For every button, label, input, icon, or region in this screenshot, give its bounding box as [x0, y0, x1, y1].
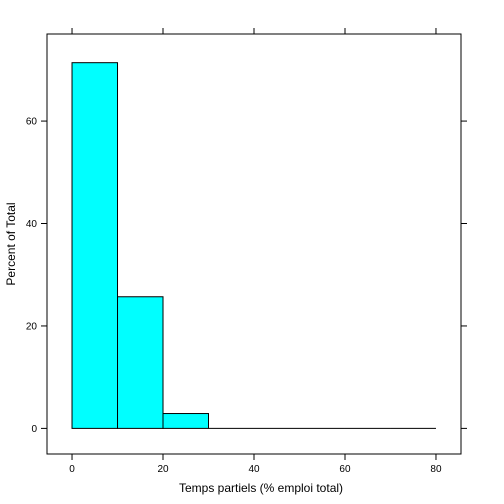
- y-axis-title: Percent of Total: [4, 202, 18, 285]
- y-tick-label: 60: [26, 117, 38, 128]
- histogram-bar-2: [162, 413, 210, 429]
- x-tick-label: 20: [157, 464, 169, 475]
- y-tick-label: 0: [31, 424, 37, 435]
- x-tick-label: 80: [430, 464, 442, 475]
- histogram-bar-1: [117, 296, 164, 429]
- histogram-bar-0: [71, 62, 119, 429]
- x-axis-title: Temps partiels (% emploi total): [179, 481, 343, 495]
- x-tick-label: 40: [248, 464, 260, 475]
- ticks-group: 0 20 40 60 80 0 20 40 60: [26, 28, 467, 475]
- y-tick-label: 20: [26, 321, 38, 332]
- bars-group: [71, 62, 436, 429]
- x-tick-label: 60: [339, 464, 351, 475]
- y-tick-label: 40: [26, 219, 38, 230]
- x-tick-label: 0: [69, 464, 75, 475]
